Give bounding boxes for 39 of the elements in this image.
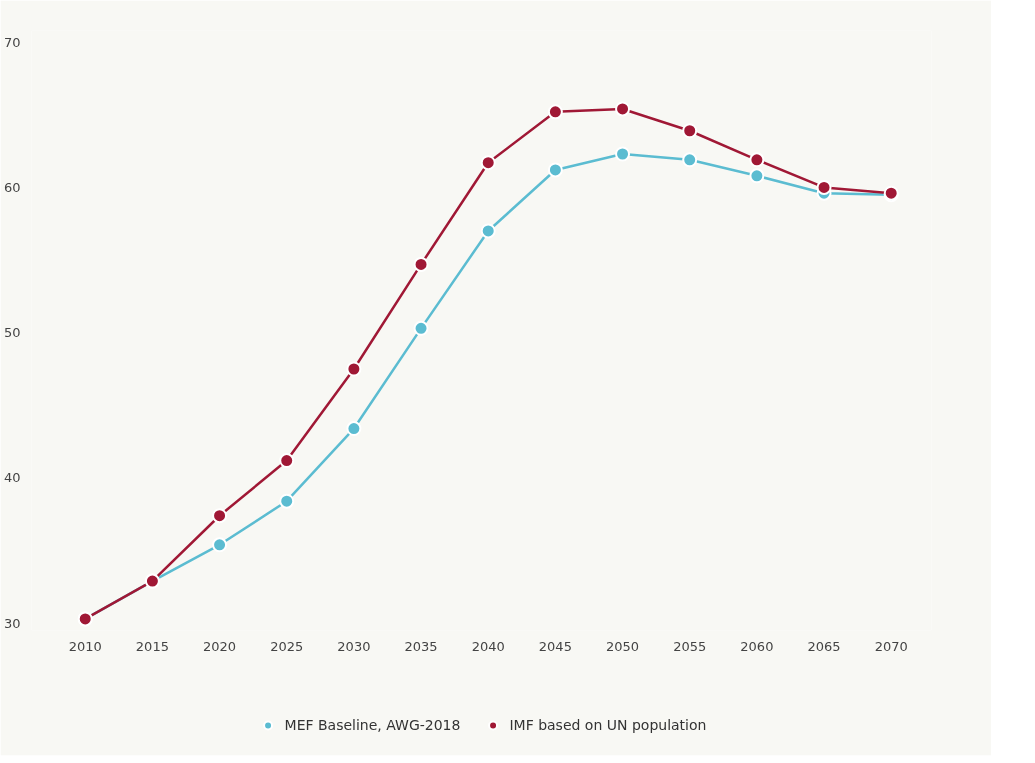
point	[346, 421, 362, 437]
x-tick-label: 2060	[740, 638, 774, 654]
y-tick-label: 50	[3, 325, 21, 341]
point	[682, 152, 698, 168]
y-tick-label: 70	[3, 34, 21, 50]
point	[547, 162, 563, 178]
x-tick-label: 2045	[538, 638, 572, 654]
y-tick-label: 60	[3, 179, 21, 195]
point	[816, 179, 832, 195]
point	[749, 168, 765, 184]
x-tick-label: 2020	[203, 638, 237, 654]
x-tick-label: 2015	[135, 638, 169, 654]
point	[212, 508, 228, 524]
legend-label: MEF Baseline, AWG-2018	[284, 716, 461, 733]
x-tick-label: 2025	[270, 638, 304, 654]
x-tick-label: 2065	[807, 638, 841, 654]
x-tick-label: 2055	[673, 638, 707, 654]
point	[480, 155, 496, 171]
x-tick-label: 2050	[606, 638, 640, 654]
y-tick-label: 30	[3, 615, 21, 631]
x-tick-label: 2030	[337, 638, 371, 654]
point	[547, 104, 563, 120]
legend-label: IMF based on UN population	[509, 716, 707, 733]
point	[682, 123, 698, 139]
point	[480, 223, 496, 239]
point	[212, 537, 228, 553]
point	[346, 361, 362, 377]
point	[279, 453, 295, 469]
x-tick-label: 2035	[404, 638, 438, 654]
x-tick-label: 2070	[874, 638, 908, 654]
point	[279, 493, 295, 509]
point	[615, 101, 631, 117]
point	[413, 256, 429, 272]
x-tick-label: 2010	[68, 638, 102, 654]
point	[749, 152, 765, 168]
y-tick-label: 40	[3, 470, 21, 486]
point	[615, 146, 631, 162]
x-tick-label: 2040	[471, 638, 505, 654]
point	[413, 320, 429, 336]
